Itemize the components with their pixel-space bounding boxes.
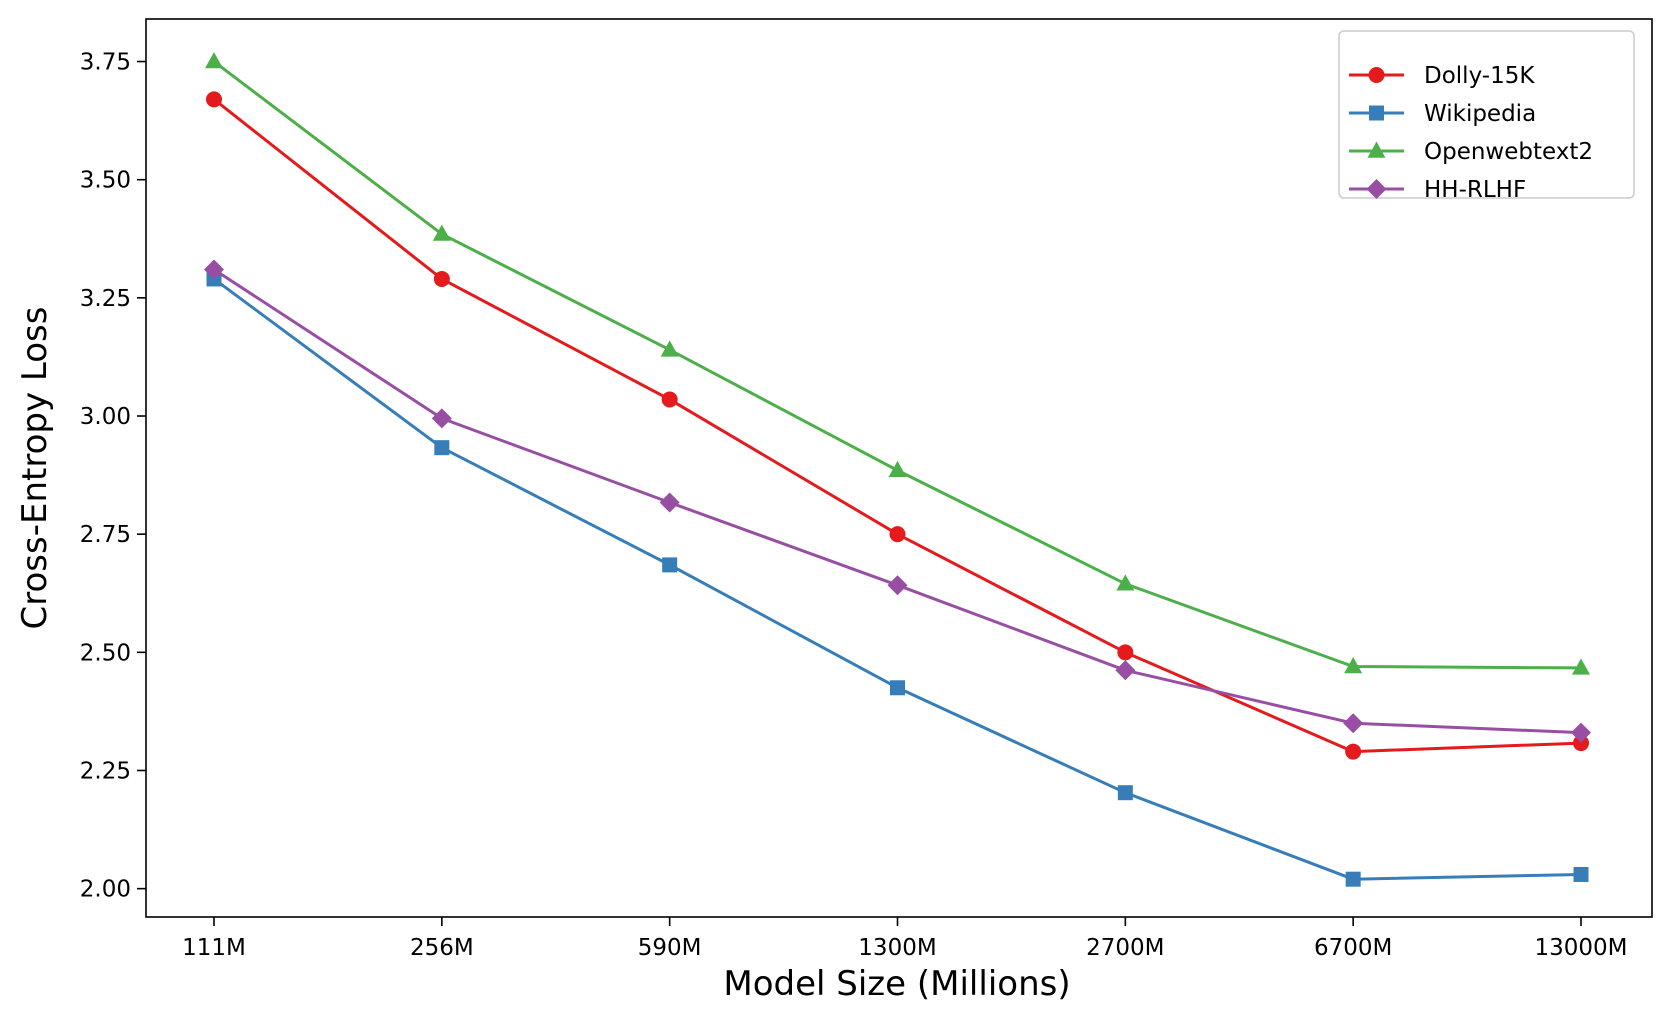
data-point-dolly-15k [1573, 735, 1589, 752]
legend-item-wikipedia: Wikipedia [1349, 101, 1536, 127]
legend-label: Wikipedia [1424, 101, 1536, 127]
data-point-wikipedia [1573, 866, 1589, 882]
series-dolly-15k [206, 91, 1589, 760]
y-tick-label: 3.75 [80, 50, 131, 76]
x-tick-label: 256M [410, 935, 474, 961]
series-hh-rlhf [204, 259, 1591, 743]
legend-label: HH-RLHF [1424, 177, 1526, 203]
legend-marker [1368, 67, 1385, 83]
data-point-hh-rlhf [887, 575, 908, 596]
data-point-openwebtext2 [205, 52, 223, 69]
legend-item-dolly-15k: Dolly-15K [1349, 63, 1535, 89]
data-point-dolly-15k [206, 91, 222, 108]
data-point-hh-rlhf [1571, 722, 1591, 743]
data-point-wikipedia [1117, 785, 1133, 801]
y-axis-label: Cross-Entropy Loss [15, 307, 55, 630]
data-point-hh-rlhf [1115, 660, 1136, 681]
series-openwebtext2 [205, 52, 1590, 675]
y-tick-label: 3.25 [80, 286, 131, 312]
y-tick-label: 3.00 [80, 404, 131, 430]
data-point-dolly-15k [661, 391, 678, 408]
legend: Dolly-15K Wikipedia Openwebtext2 HH-RLHF [1338, 30, 1635, 203]
legend-label: Openwebtext2 [1424, 139, 1593, 165]
data-point-openwebtext2 [1344, 657, 1363, 674]
data-point-openwebtext2 [432, 224, 451, 241]
x-tick-label: 590M [638, 935, 702, 961]
data-point-openwebtext2 [1572, 658, 1590, 675]
data-point-openwebtext2 [660, 340, 679, 357]
x-tick-label: 111M [182, 935, 246, 961]
data-point-hh-rlhf [204, 259, 224, 280]
legend-label: Dolly-15K [1424, 63, 1535, 89]
legend-marker [1367, 141, 1386, 158]
data-point-dolly-15k [1117, 644, 1134, 661]
series-layer [204, 52, 1591, 887]
y-tick-label: 3.50 [80, 168, 131, 194]
data-point-hh-rlhf [659, 492, 680, 513]
legend-item-hh-rlhf: HH-RLHF [1349, 177, 1526, 203]
data-point-openwebtext2 [1116, 574, 1135, 591]
y-tick-label: 2.25 [80, 758, 131, 784]
y-tick-label: 2.50 [80, 640, 131, 666]
data-point-dolly-15k [433, 270, 450, 287]
data-point-dolly-15k [1345, 743, 1362, 760]
y-axis-ticks: 2.00 2.25 2.50 2.75 3.00 3.25 3.50 3.75 [80, 50, 146, 903]
data-point-wikipedia [662, 557, 678, 573]
x-tick-label: 6700M [1314, 935, 1392, 961]
data-point-wikipedia [1345, 871, 1361, 887]
data-point-wikipedia [890, 680, 905, 696]
x-tick-label: 13000M [1534, 935, 1627, 961]
y-tick-label: 2.00 [80, 877, 131, 903]
x-tick-label: 1300M [858, 935, 936, 961]
data-point-dolly-15k [889, 526, 906, 543]
legend-marker [1366, 179, 1387, 199]
data-point-hh-rlhf [431, 408, 452, 429]
data-point-wikipedia [434, 440, 450, 456]
x-axis-ticks: 111M 256M 590M 1300M 2700M 6700M 13000M [182, 917, 1628, 961]
data-point-openwebtext2 [888, 460, 907, 478]
x-axis-label: Model Size (Millions) [723, 964, 1070, 1004]
legend-marker [1369, 105, 1384, 121]
legend-item-openwebtext2: Openwebtext2 [1349, 139, 1593, 165]
data-point-hh-rlhf [1343, 713, 1364, 734]
y-tick-label: 2.75 [80, 522, 131, 548]
plot-area-frame [145, 18, 1653, 918]
x-tick-label: 2700M [1086, 935, 1164, 961]
legend-box [1338, 30, 1635, 199]
